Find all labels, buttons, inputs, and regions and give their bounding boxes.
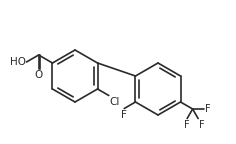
Text: F: F: [199, 120, 205, 129]
Text: F: F: [121, 109, 127, 120]
Text: HO: HO: [9, 57, 25, 67]
Text: Cl: Cl: [110, 96, 120, 107]
Text: F: F: [205, 104, 210, 114]
Text: O: O: [34, 70, 43, 80]
Text: F: F: [184, 120, 190, 129]
